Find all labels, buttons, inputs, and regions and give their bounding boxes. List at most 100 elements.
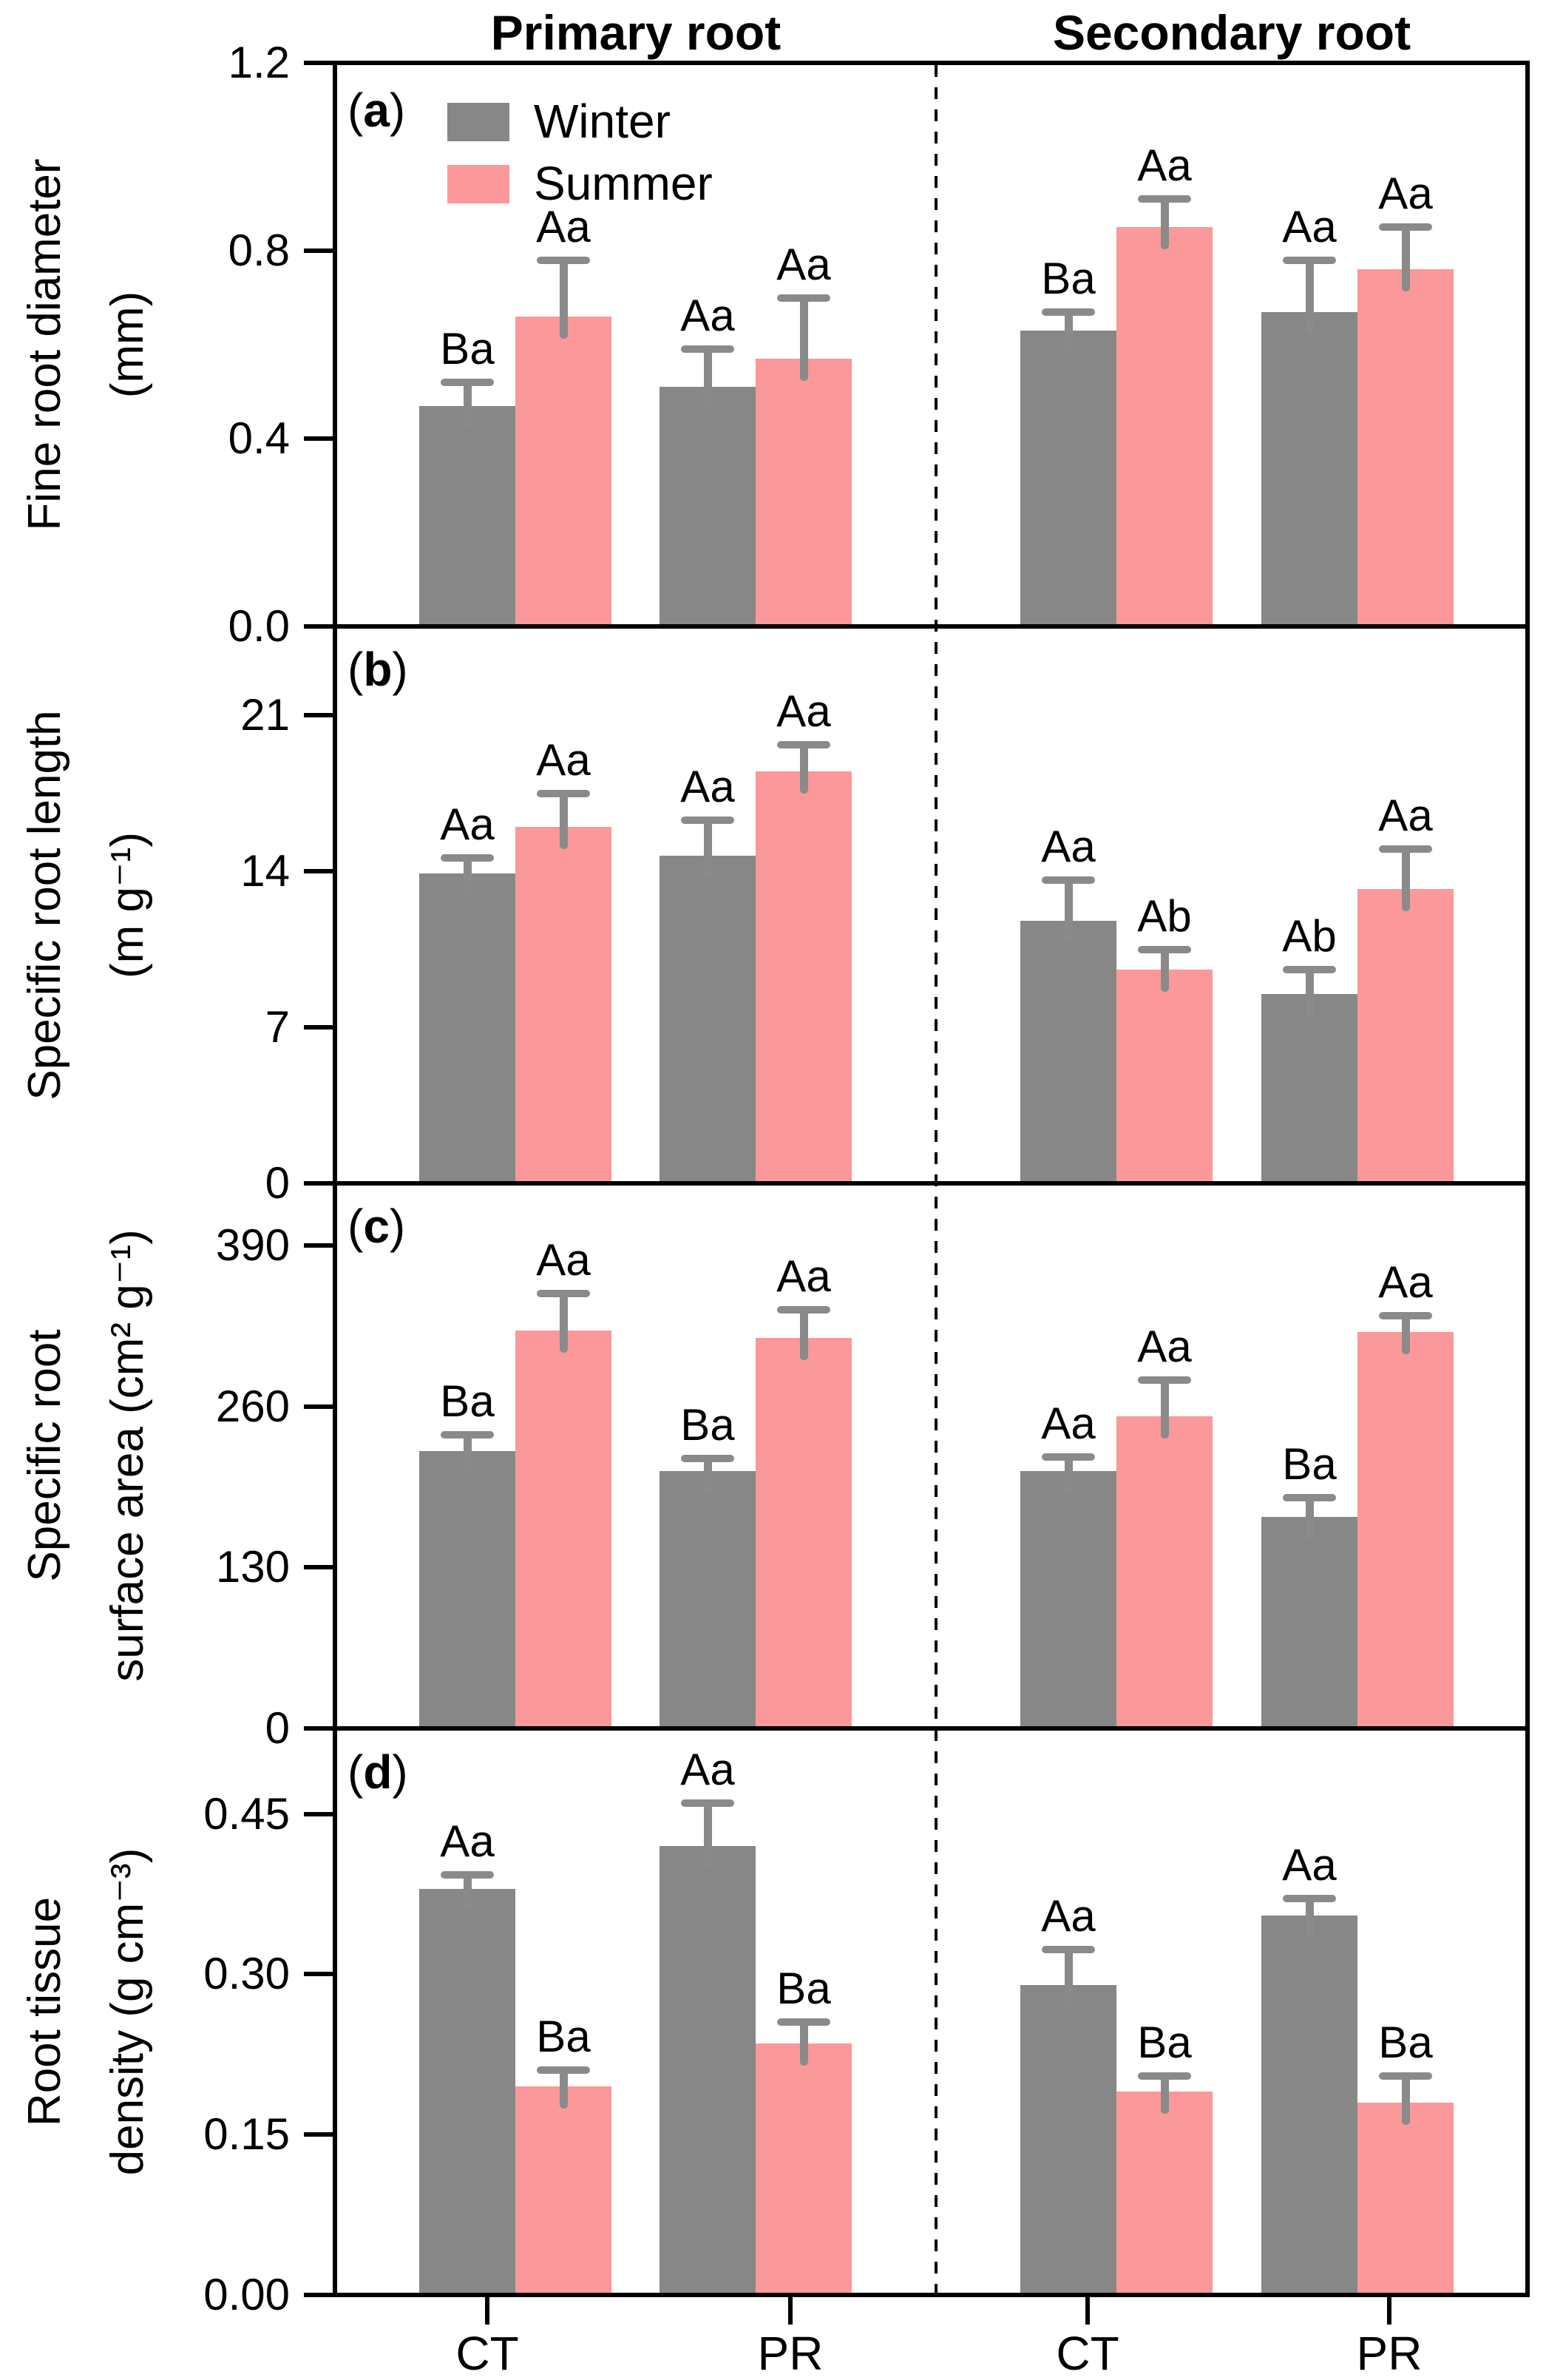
error-bar-cap	[1138, 945, 1191, 953]
bar-winter	[1261, 311, 1357, 626]
sig-label: Aa	[680, 762, 735, 812]
plot-border-right	[1525, 61, 1530, 2297]
bar-summer	[756, 1338, 852, 1728]
y-tick-label: 0.45	[203, 1788, 290, 1839]
plot-border-top	[333, 61, 1530, 65]
bar-summer	[1116, 1416, 1213, 1728]
sig-label: Aa	[1041, 1891, 1096, 1941]
sig-label: Ba	[440, 1376, 495, 1427]
legend-swatch-winter	[447, 103, 509, 141]
legend-swatch-summer	[447, 165, 509, 203]
y-tick-label: 130	[215, 1542, 290, 1592]
bar-summer	[515, 1331, 611, 1728]
legend-label-summer: Summer	[534, 157, 713, 210]
bar-winter	[660, 1470, 756, 1728]
bar-summer	[756, 359, 852, 626]
y-tick-label: 0.00	[203, 2270, 290, 2319]
error-bar-line	[559, 1294, 568, 1353]
error-bar-cap	[441, 854, 494, 862]
error-bar-cap	[1042, 1946, 1095, 1954]
error-bar-line	[1064, 311, 1073, 353]
sig-label: Aa	[440, 799, 495, 850]
sig-label: Aa	[1137, 1322, 1192, 1372]
y-tick-label: 0.30	[203, 1949, 290, 1999]
error-bar-line	[1401, 2075, 1410, 2125]
error-bar-line	[1064, 880, 1073, 943]
sig-label: Ba	[680, 1399, 735, 1450]
error-bar-cap	[1379, 845, 1432, 853]
error-bar-line	[1064, 1457, 1073, 1493]
panel-divider-cd	[333, 1726, 1530, 1731]
sig-label: Aa	[1378, 169, 1433, 219]
bar-summer	[756, 771, 852, 1183]
error-bar-line	[463, 1435, 472, 1473]
sig-label: Aa	[776, 686, 831, 736]
y-tick-label: 0.0	[228, 601, 290, 651]
bar-winter	[1020, 330, 1116, 626]
y-axis-tick	[304, 1243, 335, 1248]
plot-border-bottom	[333, 2293, 1530, 2297]
y-tick-label: 0.4	[228, 413, 290, 463]
error-bar-line	[559, 2070, 568, 2109]
sig-label: Ba	[1282, 1439, 1337, 1490]
panel-letter-a: (a)	[347, 84, 405, 137]
sig-label: Ab	[1282, 910, 1337, 961]
column-title-primary-root: Primary root	[490, 5, 782, 60]
error-bar-cap	[537, 256, 590, 264]
sig-label: Aa	[680, 291, 735, 341]
error-bar-cap	[1379, 1312, 1432, 1320]
error-bar-line	[463, 1875, 472, 1911]
panel-letter-text: b	[363, 643, 393, 696]
error-bar-cap	[777, 740, 830, 748]
error-bar-cap	[1042, 308, 1095, 316]
sig-label: Aa	[1282, 1839, 1337, 1890]
bar-winter	[419, 405, 515, 626]
panel-letter-text: c	[363, 1200, 390, 1253]
paren: (	[347, 84, 364, 137]
error-bar-line	[1160, 1380, 1169, 1439]
bar-summer	[1116, 969, 1213, 1183]
x-tick-label-pr-secondary: PR	[1356, 2327, 1423, 2380]
sig-label: Aa	[1282, 201, 1337, 251]
sig-label: Aa	[536, 734, 591, 785]
error-bar-cap	[1283, 1494, 1336, 1502]
error-bar-line	[559, 793, 568, 850]
bar-winter	[660, 1845, 756, 2295]
plot-border-left	[333, 61, 337, 2297]
y-axis-tick	[304, 1972, 335, 1977]
error-bar-cap	[1138, 1376, 1191, 1385]
y-tick-label: 7	[265, 1002, 290, 1052]
sig-label: Aa	[440, 1816, 495, 1866]
bar-summer	[1357, 2102, 1454, 2295]
y-axis-tick	[304, 1811, 335, 1816]
bar-winter	[1020, 1470, 1116, 1728]
x-tick-label-ct-primary: CT	[455, 2327, 519, 2380]
paren: )	[392, 1745, 408, 1799]
y-axis-tick	[304, 436, 335, 441]
sig-label: Aa	[776, 1251, 831, 1301]
paren: (	[347, 643, 364, 696]
y-tick-label: 14	[240, 846, 290, 896]
bar-winter	[1261, 993, 1357, 1183]
column-title-secondary-root: Secondary root	[1052, 5, 1411, 60]
paren: (	[347, 1200, 364, 1253]
error-bar-line	[1401, 1316, 1410, 1354]
error-bar-cap	[537, 2066, 590, 2075]
y-tick-label: 0	[265, 1703, 290, 1753]
y-axis-tick	[304, 249, 335, 253]
error-bar-line	[1160, 949, 1169, 992]
y-tick-label: 0.15	[203, 2109, 290, 2160]
x-axis-tick	[788, 2295, 793, 2325]
y-tick-label: 21	[240, 690, 290, 740]
bar-summer	[1116, 2092, 1213, 2295]
error-bar-cap	[537, 1290, 590, 1298]
y-axis-tick	[304, 624, 335, 629]
panel-divider-bc	[333, 1181, 1530, 1186]
sig-label: Aa	[536, 201, 591, 251]
panel-letter-d: (d)	[347, 1745, 408, 1799]
error-bar-line	[799, 744, 808, 794]
paren: )	[389, 1200, 406, 1253]
bar-winter	[1020, 1984, 1116, 2295]
error-bar-cap	[441, 1871, 494, 1879]
error-bar-cap	[777, 294, 830, 302]
